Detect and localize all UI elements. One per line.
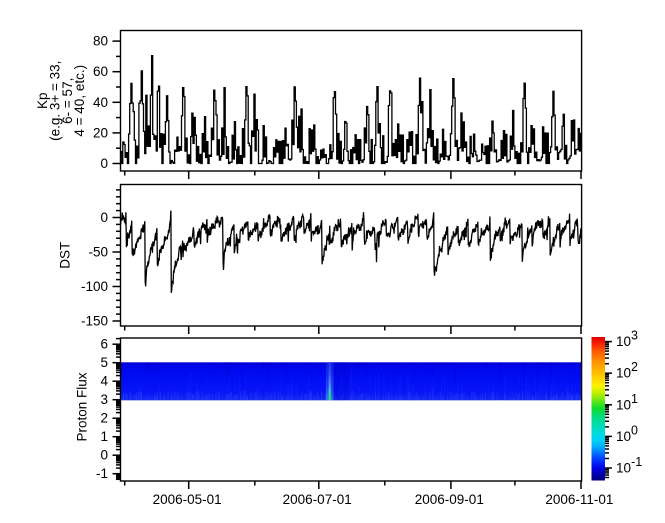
svg-text:DST: DST [58, 242, 73, 269]
svg-text:-150: -150 [81, 314, 108, 329]
svg-text:80: 80 [93, 34, 108, 49]
svg-text:3: 3 [100, 392, 108, 407]
svg-text:6- = 57,: 6- = 57, [60, 78, 75, 124]
svg-text:Kp: Kp [35, 92, 50, 109]
svg-text:40: 40 [93, 95, 108, 110]
svg-text:4: 4 [100, 374, 108, 389]
svg-text:2006-05-01: 2006-05-01 [153, 492, 222, 507]
svg-text:0: 0 [100, 156, 108, 171]
svg-text:-1: -1 [96, 466, 108, 481]
svg-text:60: 60 [93, 64, 108, 79]
svg-text:-100: -100 [81, 279, 108, 294]
svg-text:2006-11-01: 2006-11-01 [545, 492, 613, 507]
svg-text:5: 5 [100, 355, 108, 370]
svg-text:Proton Flux: Proton Flux [75, 372, 90, 441]
svg-text:6: 6 [100, 337, 108, 352]
svg-text:(e.g. 3+ = 33,: (e.g. 3+ = 33, [47, 61, 62, 141]
svg-text:-50: -50 [88, 245, 108, 260]
svg-text:0: 0 [100, 210, 108, 225]
svg-text:20: 20 [93, 125, 108, 140]
svg-text:2006-07-01: 2006-07-01 [283, 492, 352, 507]
svg-text:1: 1 [100, 429, 108, 444]
svg-text:2006-09-01: 2006-09-01 [415, 492, 484, 507]
svg-text:0: 0 [100, 448, 108, 463]
svg-text:4 = 40, etc.): 4 = 40, etc.) [72, 65, 87, 137]
svg-text:2: 2 [100, 411, 108, 426]
